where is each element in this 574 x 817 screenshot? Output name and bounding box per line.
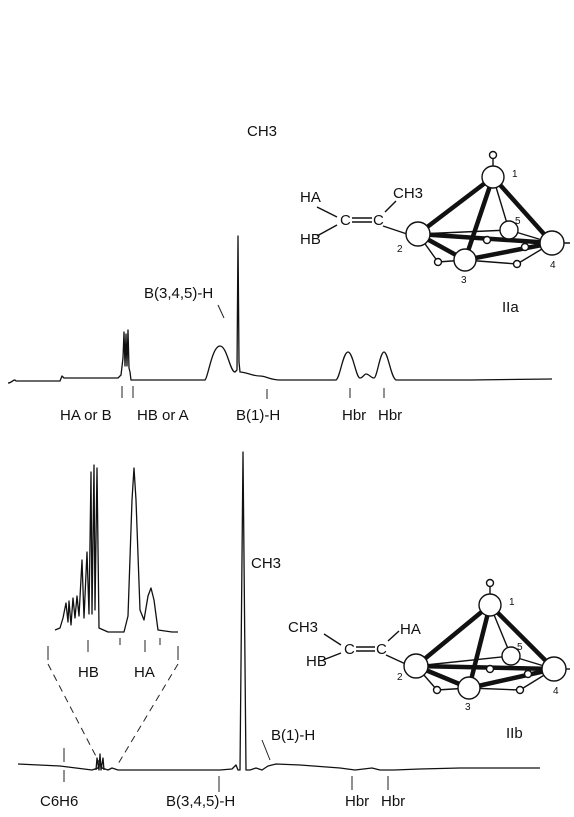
iia-sub-ch3: CH3 xyxy=(393,185,423,202)
iia-bond xyxy=(316,224,338,237)
iib-bond xyxy=(487,602,557,672)
structure-iia: HA HB CH3 C C xyxy=(300,150,570,316)
iia-num-4: 4 xyxy=(550,260,556,271)
iia-atom-b4 xyxy=(539,230,565,256)
iib-bond xyxy=(466,666,557,691)
iib-sub-hb: HB xyxy=(306,653,327,670)
iia-atom-h xyxy=(488,150,498,160)
spectrum-a-trace xyxy=(7,235,553,384)
iib-bond xyxy=(413,663,557,672)
iib-bond xyxy=(415,655,512,667)
label-b-inset-ha: HA xyxy=(134,664,155,681)
iia-atom-h xyxy=(520,242,530,252)
iib-atom-b1 xyxy=(478,593,502,617)
iia-atom-h xyxy=(482,235,492,245)
iib-num-1: 1 xyxy=(509,597,515,608)
iib-bond xyxy=(466,602,493,691)
iia-atom-b5 xyxy=(499,220,519,240)
iib-bond xyxy=(387,630,400,642)
tick-b-b1 xyxy=(261,739,271,761)
iib-label: IIb xyxy=(506,725,523,742)
label-a-ch3: CH3 xyxy=(247,123,277,140)
tick-a-b345 xyxy=(217,304,225,319)
iib-num-2: 2 xyxy=(397,672,403,683)
label-a-hbr1: Hbr xyxy=(342,407,366,424)
spectrum-a: CH3 B(3,4,5)-H HA or B HB or A B(1)-H Hb… xyxy=(7,123,570,424)
iia-atom-h xyxy=(433,257,443,267)
spectrum-b-trace xyxy=(17,451,540,771)
label-a-hb-or-ha: HB or A xyxy=(137,407,189,424)
iib-atom-b3 xyxy=(457,676,481,700)
label-b-hbr1: Hbr xyxy=(345,793,369,810)
iia-c1: C xyxy=(340,212,351,229)
spectrum-b-inset-trace xyxy=(54,464,178,633)
label-b-ch3: CH3 xyxy=(251,555,281,572)
iib-bond xyxy=(323,633,342,646)
iia-bond xyxy=(462,174,496,263)
iib-atom-b4 xyxy=(541,656,567,682)
iib-sub-ha: HA xyxy=(400,621,421,638)
iib-atom-h xyxy=(515,685,525,695)
iib-atom-h xyxy=(432,685,442,695)
label-b-b345: B(3,4,5)-H xyxy=(166,793,235,810)
iia-num-1: 1 xyxy=(512,169,518,180)
spectrum-b: HB HA CH3 B(1)-H C6H6 B(3,4,5)-H Hbr Hbr… xyxy=(17,451,570,810)
label-b-c6h6: C6H6 xyxy=(40,793,78,810)
iib-bond xyxy=(322,652,342,661)
iia-num-5: 5 xyxy=(515,216,521,227)
label-a-ha-or-hb: HA or B xyxy=(60,407,112,424)
iia-c2: C xyxy=(373,212,384,229)
iib-num-3: 3 xyxy=(465,702,471,713)
label-b-hbr2: Hbr xyxy=(381,793,405,810)
structure-iib: CH3 HB HA C C xyxy=(288,578,570,742)
iia-atom-b3 xyxy=(453,248,477,272)
iib-num-4: 4 xyxy=(553,686,559,697)
iib-atom-b2 xyxy=(403,653,429,679)
iia-atom-b1 xyxy=(481,165,505,189)
iia-sub-hb: HB xyxy=(300,231,321,248)
label-a-b1: B(1)-H xyxy=(236,407,280,424)
iia-label: IIa xyxy=(502,299,519,316)
iib-c1: C xyxy=(344,641,355,658)
iia-num-3: 3 xyxy=(461,275,467,286)
iia-bond xyxy=(462,240,555,263)
iia-atom-b2 xyxy=(405,221,431,247)
iia-atom-h xyxy=(512,259,522,269)
iib-atom-h xyxy=(523,669,533,679)
iib-sub-ch3: CH3 xyxy=(288,619,318,636)
expansion-line-left xyxy=(47,663,101,765)
spectrum-b-c6h6-peak xyxy=(95,753,105,771)
iia-sub-ha: HA xyxy=(300,189,321,206)
iib-num-5: 5 xyxy=(517,642,523,653)
iia-bond xyxy=(417,229,510,235)
iia-bond xyxy=(490,174,555,246)
iia-bond xyxy=(384,200,397,213)
iib-c2: C xyxy=(376,641,387,658)
label-b-inset-hb: HB xyxy=(78,664,99,681)
iia-bond xyxy=(316,206,338,218)
label-b-b1: B(1)-H xyxy=(271,727,315,744)
label-a-hbr2: Hbr xyxy=(378,407,402,424)
iib-bond xyxy=(413,602,493,669)
label-a-b345: B(3,4,5)-H xyxy=(144,285,213,302)
expansion-line-right xyxy=(117,663,179,765)
iib-atom-h xyxy=(485,578,495,588)
iib-atom-h xyxy=(485,664,495,674)
iib-atom-b5 xyxy=(501,646,521,666)
iia-bond xyxy=(415,174,496,237)
iia-num-2: 2 xyxy=(397,244,403,255)
